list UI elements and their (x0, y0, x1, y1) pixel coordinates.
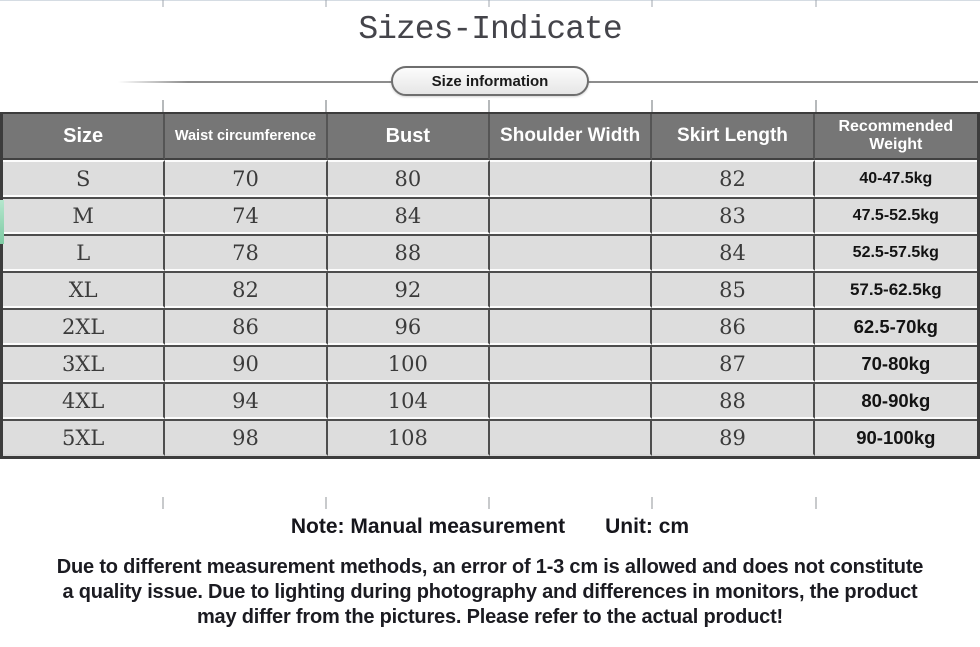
size-cell: S (3, 160, 166, 197)
table-row: L 78 88 84 52.5-57.5kg (3, 234, 977, 271)
bust-cell: 100 (327, 345, 490, 382)
weight-cell: 47.5-52.5kg (814, 197, 977, 234)
table-row: M 74 84 83 47.5-52.5kg (3, 197, 977, 234)
skirt-cell: 83 (652, 197, 815, 234)
top-hairline (0, 0, 980, 1)
skirt-cell: 85 (652, 271, 815, 308)
waist-cell: 86 (165, 308, 328, 345)
waist-cell: 82 (165, 271, 328, 308)
waist-cell: 78 (165, 234, 328, 271)
size-cell: L (3, 234, 166, 271)
size-cell: XL (3, 271, 166, 308)
shoulder-cell (489, 271, 653, 308)
bust-cell: 88 (327, 234, 490, 271)
skirt-cell: 82 (652, 160, 815, 197)
size-cell: 4XL (3, 382, 166, 419)
shoulder-cell (489, 382, 653, 419)
column-header-size: Size (3, 114, 166, 160)
bust-cell: 92 (327, 271, 490, 308)
shoulder-cell (489, 160, 653, 197)
measurement-note-row: Note: Manual measurement Unit: cm (0, 515, 980, 539)
unit-note: Unit: cm (605, 515, 690, 538)
shoulder-cell (489, 308, 653, 345)
skirt-cell: 86 (652, 308, 815, 345)
table-row: XL 82 92 85 57.5-62.5kg (3, 271, 977, 308)
size-cell: 5XL (3, 419, 166, 456)
green-accent-strip (0, 200, 4, 244)
page-title: Sizes-Indicate (358, 11, 622, 48)
waist-cell: 94 (165, 382, 328, 419)
shoulder-cell (489, 419, 653, 456)
waist-cell: 74 (165, 197, 328, 234)
column-header-skirt: Skirt Length (652, 114, 815, 160)
table-row: 3XL 90 100 87 70-80kg (3, 345, 977, 382)
shoulder-cell (489, 234, 653, 271)
table-header-row: Size Waist circumference Bust Shoulder W… (3, 114, 977, 160)
skirt-cell: 84 (652, 234, 815, 271)
table-row: S 70 80 82 40-47.5kg (3, 160, 977, 197)
skirt-cell: 88 (652, 382, 815, 419)
bust-cell: 96 (327, 308, 490, 345)
measurement-note: Note: Manual measurement (290, 515, 566, 538)
column-header-weight: Recommended Weight (814, 114, 977, 160)
weight-cell: 90-100kg (814, 419, 977, 456)
waist-cell: 70 (165, 160, 328, 197)
weight-cell: 40-47.5kg (814, 160, 977, 197)
table-row: 5XL 98 108 89 90-100kg (3, 419, 977, 456)
size-table: Size Waist circumference Bust Shoulder W… (0, 112, 980, 459)
weight-cell: 57.5-62.5kg (814, 271, 977, 308)
skirt-cell: 87 (652, 345, 815, 382)
table-row: 2XL 86 96 86 62.5-70kg (3, 308, 977, 345)
weight-cell: 52.5-57.5kg (814, 234, 977, 271)
shoulder-cell (489, 345, 653, 382)
weight-cell: 70-80kg (814, 345, 977, 382)
bust-cell: 108 (327, 419, 490, 456)
waist-cell: 98 (165, 419, 328, 456)
bust-cell: 80 (327, 160, 490, 197)
size-information-badge: Size information (391, 66, 589, 96)
column-header-waist: Waist circumference (165, 114, 328, 160)
skirt-cell: 89 (652, 419, 815, 456)
table-row: 4XL 94 104 88 80-90kg (3, 382, 977, 419)
size-cell: 2XL (3, 308, 166, 345)
size-cell: M (3, 197, 166, 234)
disclaimer-text: Due to different measurement methods, an… (56, 556, 924, 628)
column-header-shoulder: Shoulder Width (489, 114, 653, 160)
size-cell: 3XL (3, 345, 166, 382)
weight-cell: 80-90kg (814, 382, 977, 419)
shoulder-cell (489, 197, 653, 234)
waist-cell: 90 (165, 345, 328, 382)
bust-cell: 84 (327, 197, 490, 234)
weight-cell: 62.5-70kg (814, 308, 977, 345)
column-header-bust: Bust (327, 114, 490, 160)
bust-cell: 104 (327, 382, 490, 419)
